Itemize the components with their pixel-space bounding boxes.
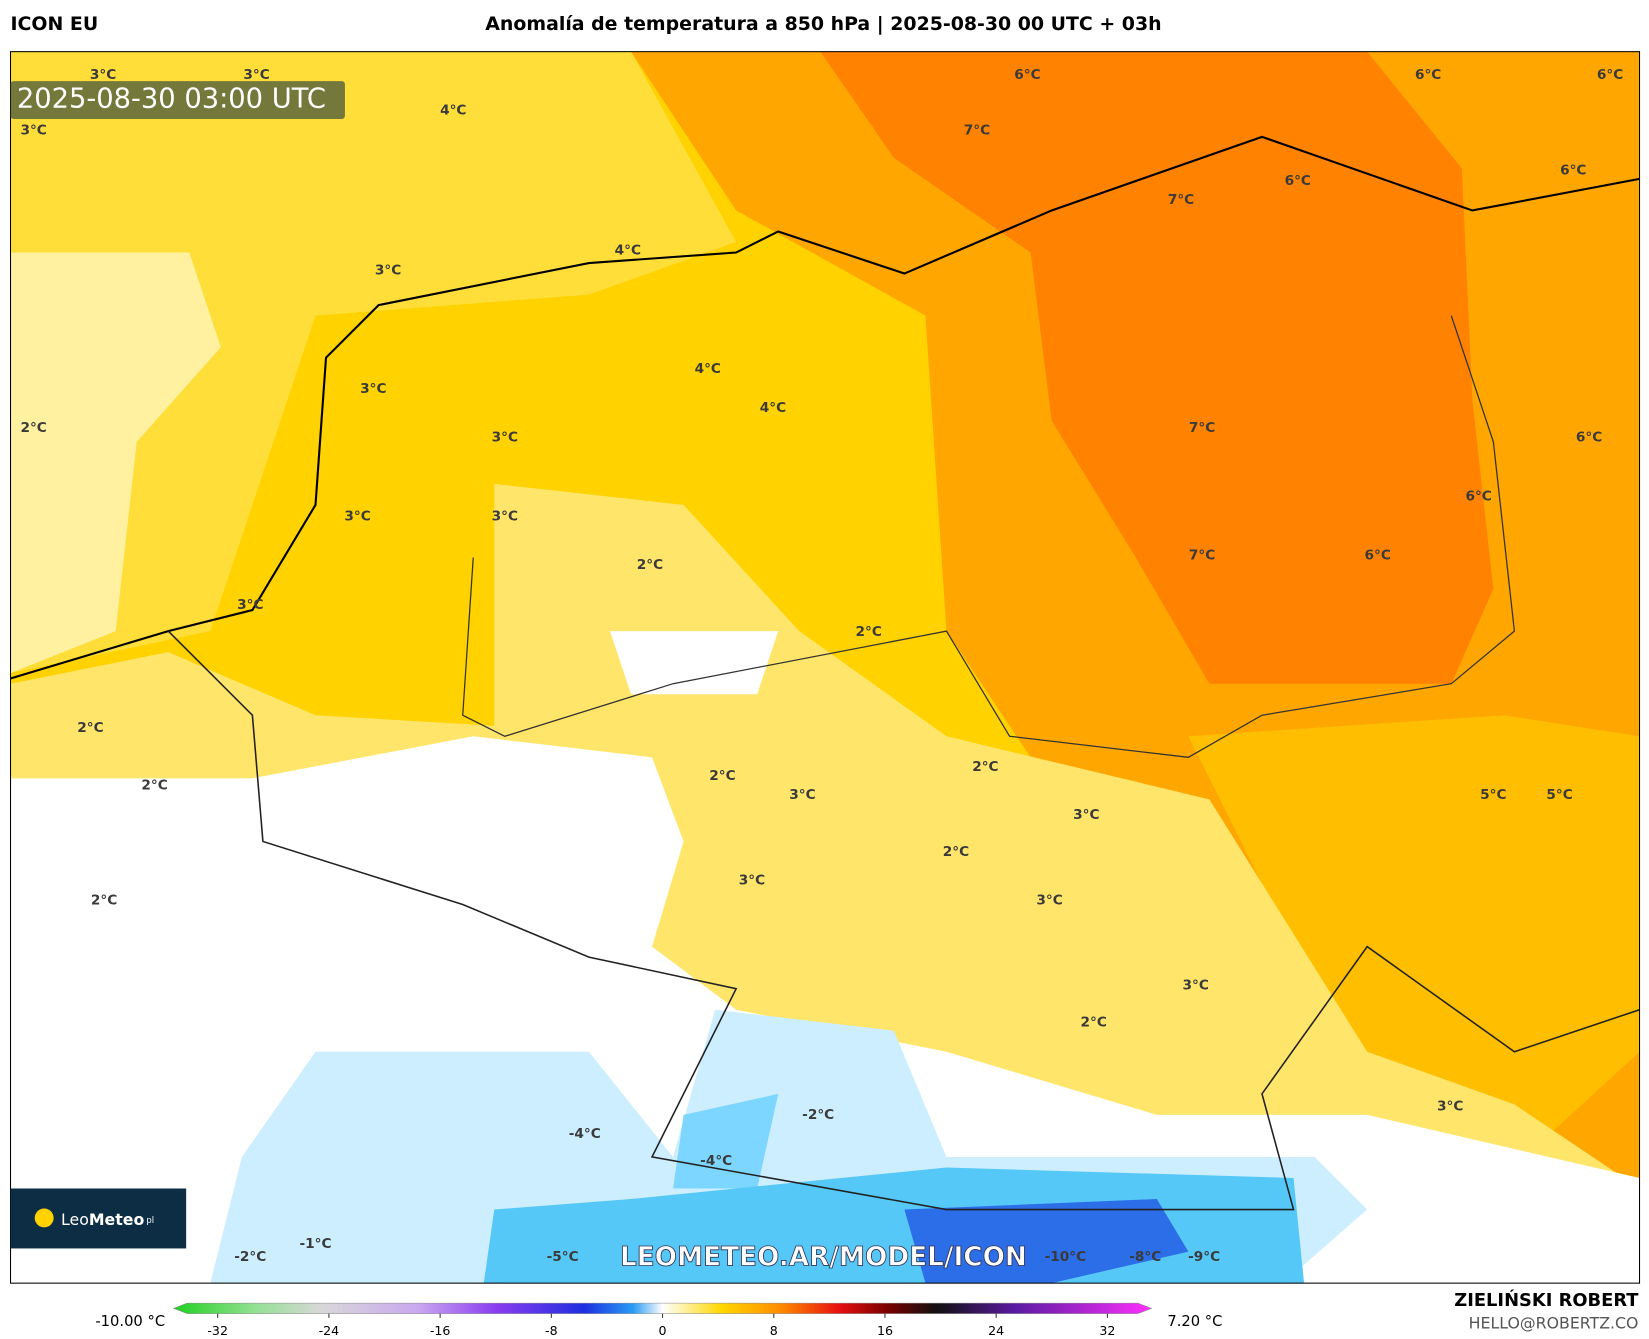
temperature-label: 3°C <box>492 430 518 446</box>
temperature-label: 5°C <box>1480 787 1506 803</box>
temperature-label: 6°C <box>1576 430 1602 446</box>
temperature-label: 2°C <box>20 420 46 436</box>
map-title: Anomalía de temperatura a 850 hPa | 2025… <box>485 13 1161 35</box>
temperature-label: 3°C <box>492 508 518 524</box>
map-field <box>10 51 1640 1284</box>
colorbar <box>172 1302 1153 1314</box>
temperature-label: 6°C <box>1014 67 1040 83</box>
map-frame <box>9 51 1641 1284</box>
watermark: LEOMETEO.AR/MODEL/ICON <box>620 1242 1027 1272</box>
logo-suffix: pl <box>146 1215 154 1225</box>
temperature-label: -8°C <box>1129 1249 1161 1265</box>
timestamp: 2025-08-30 03:00 UTC <box>17 84 326 115</box>
temperature-label: 6°C <box>1597 67 1623 83</box>
colorbar-tick-label: 0 <box>659 1323 667 1338</box>
temperature-label: -2°C <box>234 1249 266 1265</box>
temperature-label: 3°C <box>344 508 370 524</box>
temperature-label: 3°C <box>20 123 46 139</box>
colorbar-tick-label: -16 <box>430 1323 451 1338</box>
timestamp-box <box>10 81 345 119</box>
temperature-label: 6°C <box>1364 547 1390 563</box>
temperature-label: 6°C <box>1285 173 1311 189</box>
temperature-label: -9°C <box>1188 1249 1220 1265</box>
temperature-label: 6°C <box>1415 67 1441 83</box>
temperature-label: 2°C <box>709 768 735 784</box>
temperature-label: 3°C <box>90 67 116 83</box>
logo-light: Leo <box>61 1210 89 1229</box>
colorbar-tick-label: -8 <box>545 1323 558 1338</box>
temperature-label: -4°C <box>700 1153 732 1169</box>
model-name: ICON EU <box>11 13 99 35</box>
temperature-label: 3°C <box>1073 807 1099 823</box>
temperature-label: 4°C <box>440 103 466 119</box>
colorbar-tick-label: 8 <box>770 1323 778 1338</box>
author-name: ZIELIŃSKI ROBERT <box>1454 1289 1639 1311</box>
temperature-label: 7°C <box>1189 420 1215 436</box>
colorbar-max: 7.20 °C <box>1167 1313 1222 1330</box>
temperature-label: 3°C <box>739 872 765 888</box>
temperature-label: 2°C <box>77 720 103 736</box>
temperature-label: 6°C <box>1465 489 1491 505</box>
temperature-label: 5°C <box>1546 787 1572 803</box>
temperature-label: 2°C <box>943 844 969 860</box>
temperature-label: 2°C <box>972 759 998 775</box>
temperature-labels: 3°C 3°C 3°C 4°C 6°C 6°C 6°C 7°C 6°C 6°C 7°C 4°C 3°C 4… <box>20 67 1623 1265</box>
temperature-label: 7°C <box>964 123 990 139</box>
colorbar-tick-label: 32 <box>1099 1323 1115 1338</box>
temperature-label: 4°C <box>695 361 721 377</box>
colorbar-tick-label: -32 <box>207 1323 228 1338</box>
temperature-label: 4°C <box>760 400 786 416</box>
temperature-label: 3°C <box>360 381 386 397</box>
temperature-label: 2°C <box>637 557 663 573</box>
colorbar-tick-label: -24 <box>319 1323 340 1338</box>
temperature-label: 7°C <box>1168 192 1194 208</box>
temperature-label: 3°C <box>237 597 263 613</box>
temperature-label: -4°C <box>569 1126 601 1142</box>
temperature-label: 3°C <box>789 787 815 803</box>
temperature-label: 4°C <box>615 242 641 258</box>
temperature-label: 3°C <box>243 67 269 83</box>
logo-sun <box>34 1208 54 1228</box>
logo-text: LeoMeteo pl <box>61 1210 154 1229</box>
temperature-label: 3°C <box>1437 1098 1463 1114</box>
temperature-label: -10°C <box>1045 1249 1087 1265</box>
logo-bold: Meteo <box>89 1210 145 1229</box>
colorbar-tick-label: 16 <box>877 1323 893 1338</box>
temperature-label: 7°C <box>1189 547 1215 563</box>
temperature-label: -5°C <box>547 1249 579 1265</box>
temperature-label: -1°C <box>299 1236 331 1252</box>
temperature-label: 2°C <box>855 624 881 640</box>
temperature-label: 6°C <box>1560 162 1586 178</box>
temperature-label: -2°C <box>802 1107 834 1123</box>
colorbar-min: -10.00 °C <box>95 1313 165 1330</box>
colorbar-tick-label: 24 <box>988 1323 1004 1338</box>
temperature-label: 2°C <box>1081 1014 1107 1030</box>
temperature-label: 2°C <box>141 778 167 794</box>
temperature-label: 2°C <box>91 892 117 908</box>
author-email: HELLO@ROBERTZ.CO <box>1469 1314 1639 1333</box>
temperature-label: 3°C <box>375 262 401 278</box>
temperature-label: 3°C <box>1183 978 1209 994</box>
temperature-label: 3°C <box>1036 892 1062 908</box>
